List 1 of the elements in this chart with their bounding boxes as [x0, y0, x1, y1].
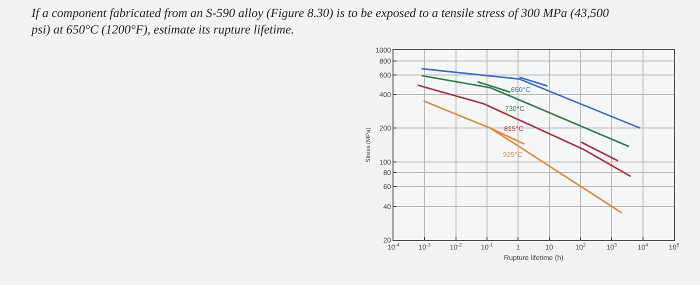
chart-title: If a component fabricated from an S-590 alloy (Figure 8.30) is to be exposed to a tensile stress of 300 MPa (43,500 psi) at 650°C (1200°F), estimate its rupture lifetime. — [30, 6, 610, 36]
